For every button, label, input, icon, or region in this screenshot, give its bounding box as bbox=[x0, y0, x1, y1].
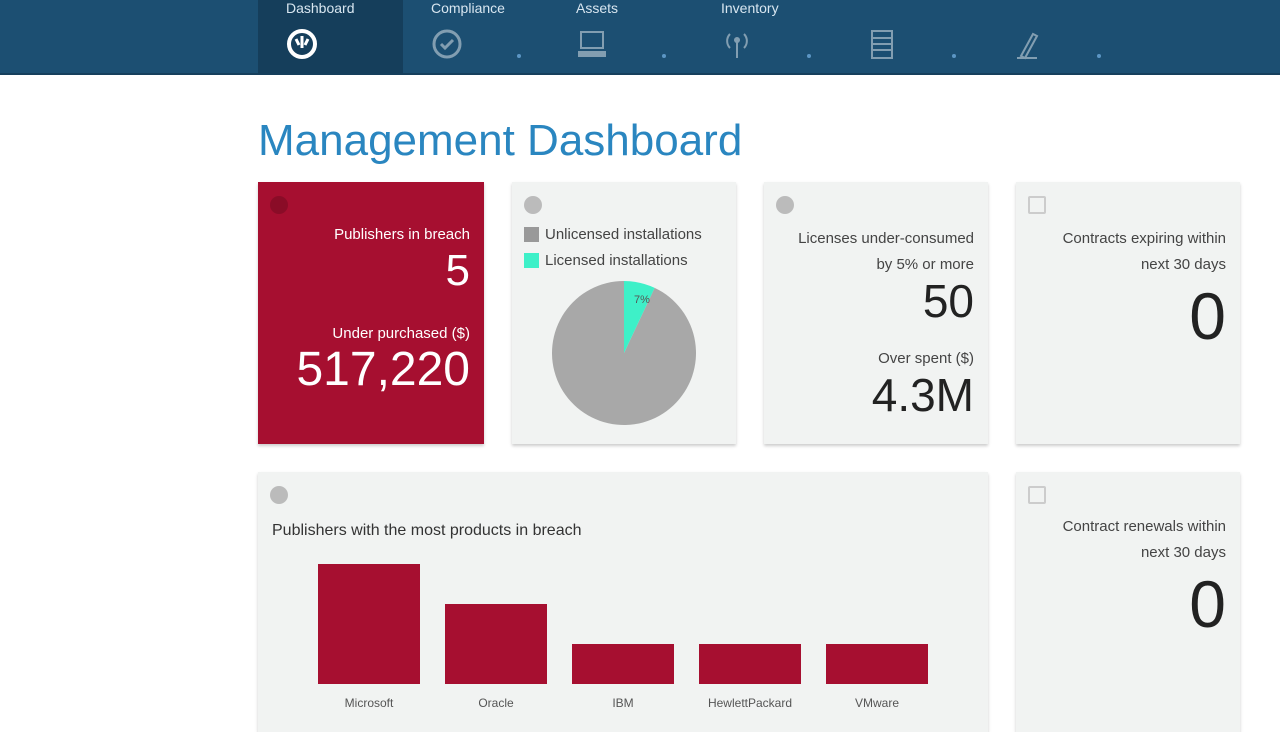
tab-contracts[interactable] bbox=[838, 0, 983, 74]
tab-inventory[interactable]: Inventory bbox=[693, 0, 838, 74]
bar-ibm[interactable] bbox=[572, 644, 674, 684]
card-value: 0 bbox=[1189, 279, 1226, 353]
bar-label: Microsoft bbox=[344, 696, 394, 710]
under-consumed-card[interactable]: Licenses under-consumed by 5% or more 50… bbox=[764, 182, 988, 444]
card-value: 50 bbox=[922, 275, 974, 327]
card-sub-label: Under purchased ($) bbox=[332, 325, 470, 342]
dropdown-icon[interactable] bbox=[952, 54, 956, 58]
status-icon bbox=[524, 196, 542, 214]
tab-label: Inventory bbox=[721, 0, 779, 16]
legend-swatch bbox=[524, 253, 539, 268]
contract-pen-icon bbox=[1017, 32, 1039, 60]
pie-label-licensed: 7% bbox=[634, 294, 650, 306]
laptop-icon bbox=[578, 31, 606, 57]
card-label: Publishers in breach bbox=[334, 226, 470, 243]
dropdown-icon[interactable] bbox=[662, 54, 666, 58]
tab-assets[interactable]: Assets bbox=[548, 0, 693, 74]
installations-card[interactable]: Unlicensed installations Licensed instal… bbox=[512, 182, 736, 444]
legend-label: Licensed installations bbox=[545, 252, 688, 269]
bar-label: Oracle bbox=[478, 696, 514, 710]
bar-label: VMware bbox=[854, 696, 899, 710]
contract-renewals-card[interactable]: Contract renewals within next 30 days 0 bbox=[1016, 472, 1240, 732]
card-sub-label: Over spent ($) bbox=[878, 350, 974, 367]
status-icon bbox=[270, 486, 288, 504]
tab-label: Assets bbox=[576, 0, 619, 16]
tab-label: Compliance bbox=[431, 0, 505, 16]
antenna-icon bbox=[726, 33, 748, 58]
chart-title: Publishers with the most products in bre… bbox=[272, 522, 582, 539]
card-sub-value: 4.3M bbox=[871, 369, 974, 421]
tab-compliance[interactable]: Compliance bbox=[403, 0, 548, 74]
dashboard-gauge-icon bbox=[287, 29, 317, 59]
card-value: 0 bbox=[1189, 567, 1226, 641]
breach-chart-card[interactable]: Publishers with the most products in bre… bbox=[258, 472, 988, 732]
bar-vmware[interactable] bbox=[826, 644, 928, 684]
tab-label: Dashboard bbox=[286, 0, 355, 16]
installations-pie: 7% bbox=[552, 281, 696, 425]
building-icon bbox=[871, 30, 893, 59]
dropdown-icon[interactable] bbox=[1097, 54, 1101, 58]
legend-label: Unlicensed installations bbox=[545, 226, 702, 243]
card-label: Licenses under-consumed by 5% or more bbox=[798, 230, 974, 273]
bar-hewlettpackard[interactable] bbox=[699, 644, 801, 684]
bar-label: IBM bbox=[612, 696, 634, 710]
pie-slice-licensed[interactable] bbox=[624, 281, 655, 353]
bar-microsoft[interactable] bbox=[318, 564, 420, 684]
card-label: Contract renewals within next 30 days bbox=[1062, 518, 1226, 561]
legend-swatch bbox=[524, 227, 539, 242]
page-title: Management Dashboard bbox=[258, 116, 743, 165]
card-value: 5 bbox=[445, 246, 470, 295]
top-nav: Dashboard Compliance Assets Inventory bbox=[0, 0, 1280, 75]
bar-label: HewlettPackard bbox=[707, 696, 793, 710]
legend-unlicensed: Unlicensed installations bbox=[524, 226, 702, 243]
check-circle-icon bbox=[432, 29, 462, 59]
contract-icon bbox=[1028, 196, 1046, 214]
legend-licensed: Licensed installations bbox=[524, 252, 688, 269]
publishers-in-breach-card[interactable]: Publishers in breach 5 Under purchased (… bbox=[258, 182, 484, 444]
tab-licenses[interactable] bbox=[983, 0, 1128, 74]
dropdown-icon[interactable] bbox=[807, 54, 811, 58]
dropdown-icon[interactable] bbox=[517, 54, 521, 58]
status-icon bbox=[270, 196, 288, 214]
bar-oracle[interactable] bbox=[445, 604, 547, 684]
contract-icon bbox=[1028, 486, 1046, 504]
status-icon bbox=[776, 196, 794, 214]
tab-dashboard[interactable]: Dashboard bbox=[258, 0, 403, 74]
card-label: Contracts expiring within next 30 days bbox=[1062, 230, 1226, 273]
contracts-expiring-card[interactable]: Contracts expiring within next 30 days 0 bbox=[1016, 182, 1240, 444]
card-sub-value: 517,220 bbox=[296, 343, 470, 396]
